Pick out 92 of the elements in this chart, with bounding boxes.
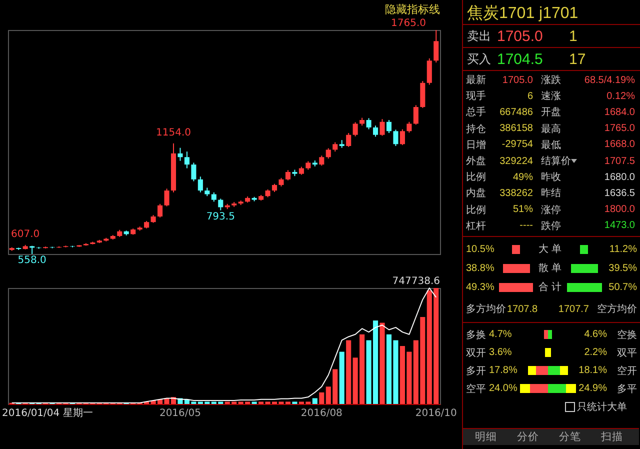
text: 日增 (465, 138, 487, 152)
text: 空方均价 (596, 302, 637, 316)
text: 大 单 (538, 242, 562, 256)
text: 多方均价 (465, 302, 507, 316)
text: 39.5% (608, 262, 637, 274)
text: 667486 (498, 106, 533, 118)
text: 386158 (498, 123, 533, 134)
text: 内盘 (465, 186, 487, 200)
text: 多平 (616, 382, 637, 396)
text: 747738.6 (392, 276, 440, 287)
annotation: 793.5 (206, 211, 235, 222)
text: 1765.0 (603, 123, 635, 134)
text: 0.12% (606, 90, 635, 102)
text: 空换 (616, 328, 637, 342)
text: 比例 (465, 170, 487, 184)
text: 1684.0 (603, 106, 635, 118)
x-tick-label: 2016/05 (159, 408, 201, 419)
text: 1800.0 (603, 204, 635, 216)
annotation: 558.0 (18, 255, 46, 266)
text: 24.0% (489, 383, 518, 394)
text: 散 单 (538, 262, 562, 275)
text: 1636.5 (603, 188, 635, 199)
text: 1707.5 (603, 156, 635, 166)
text: 外盘 (465, 155, 487, 168)
text: 现手 (465, 90, 487, 104)
text: 隐藏指标线 (385, 3, 440, 16)
text: 11.2% (608, 244, 637, 254)
x-tick-label: 2016/10 (415, 408, 457, 419)
text: 50.7% (608, 282, 637, 292)
text: 明细 (474, 430, 498, 444)
text: 329224 (498, 156, 533, 166)
text: 51% (512, 204, 533, 216)
text: 空开 (616, 364, 637, 378)
text: 6 (526, 90, 533, 102)
text: 1765.0 (391, 18, 426, 29)
text: 最高 (540, 122, 562, 136)
text: 涨停 (540, 204, 562, 217)
text: 涨跌 (540, 74, 562, 87)
text: 杠杆 (465, 220, 487, 233)
text: 只统计大单 (577, 400, 628, 414)
text: 2016/01/04 星期一 (2, 407, 93, 419)
text: 昨结 (540, 186, 562, 200)
text: 1707.8 (507, 304, 539, 314)
text: 空平 (465, 382, 487, 396)
text: 多换 (465, 328, 487, 342)
text: 分笔 (558, 430, 582, 444)
text: 49% (512, 172, 533, 183)
text: 4.7% (489, 329, 513, 340)
text: 比例 (465, 204, 487, 217)
text: 1704.5 (497, 50, 544, 68)
x-tick-label: 2016/08 (300, 408, 342, 419)
text: 结算价 (540, 154, 571, 168)
text: 338262 (498, 188, 533, 199)
text: 1 (569, 28, 578, 44)
text: 持仓 (465, 122, 487, 136)
annotation: 607.0 (11, 228, 40, 240)
text: 2.2% (583, 347, 607, 358)
text: 焦炭1701 j1701 (466, 4, 580, 24)
text: 买入 (466, 50, 492, 68)
text: 24.9% (578, 383, 607, 394)
text: 4.6% (583, 329, 607, 340)
text: 17.8% (489, 365, 518, 376)
text: 1705.0 (501, 74, 533, 86)
text: 合 计 (538, 280, 562, 294)
text: 68.5/4.19% (583, 74, 635, 86)
text: 开盘 (540, 106, 562, 120)
text: 49.3% (465, 282, 496, 292)
text: 1707.7 (557, 304, 589, 314)
text: 1680.0 (603, 172, 635, 183)
text: 10.5% (465, 244, 496, 254)
text: 最低 (540, 138, 562, 152)
text: 18.1% (578, 365, 607, 376)
text: 扫描 (600, 430, 624, 444)
text: 3.6% (489, 347, 513, 358)
text: 最新 (465, 74, 487, 87)
text: 卖出 (466, 28, 492, 44)
text: 多开 (465, 364, 487, 378)
text: 1705.0 (497, 28, 544, 44)
text: 双平 (616, 346, 637, 360)
text: -29754 (500, 139, 533, 150)
text: 分价 (516, 430, 540, 444)
text: ---- (518, 220, 533, 232)
text: 跌停 (540, 220, 562, 233)
text: 总手 (465, 106, 487, 120)
annotation: 1154.0 (156, 127, 191, 138)
text: 昨收 (540, 171, 562, 184)
text: 17 (569, 50, 587, 68)
text: 1473.0 (603, 220, 635, 232)
text: 双开 (465, 346, 487, 360)
text: 1668.0 (603, 139, 635, 150)
text: 速涨 (540, 90, 562, 104)
text: 38.8% (465, 262, 496, 274)
